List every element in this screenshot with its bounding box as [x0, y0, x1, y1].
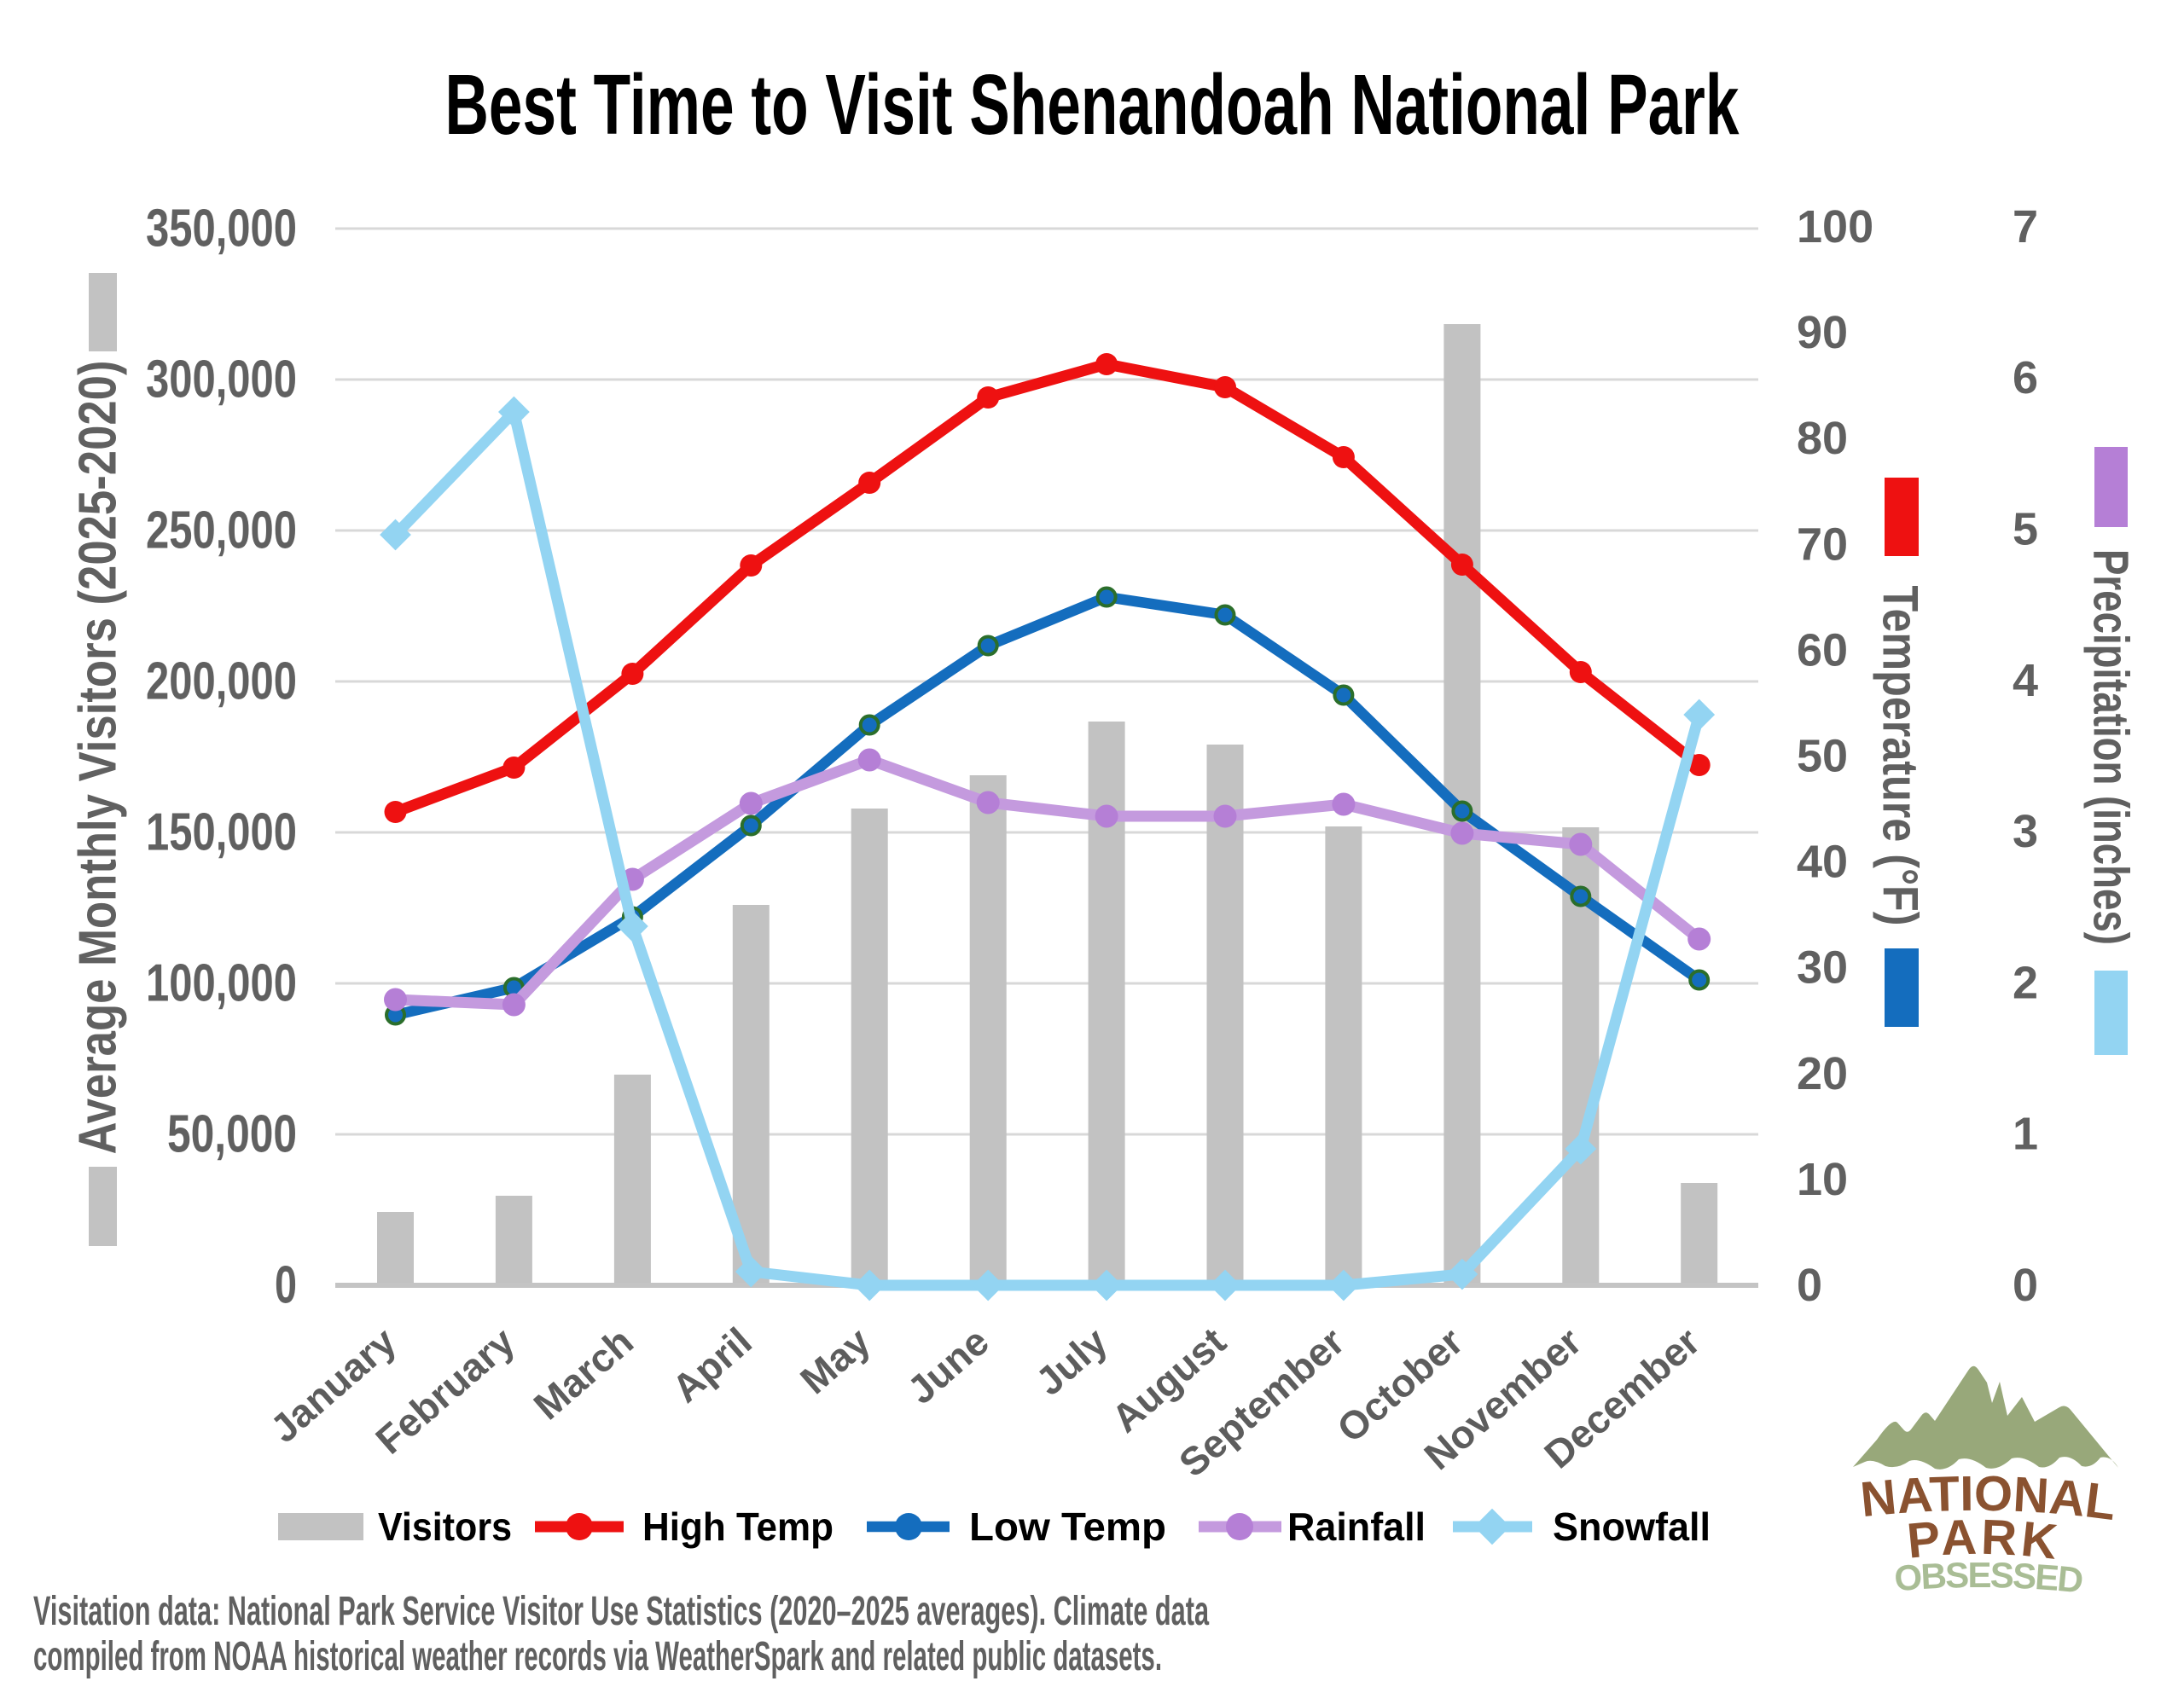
svg-text:OBSESSED: OBSESSED — [1893, 1555, 2084, 1601]
svg-text:5: 5 — [2013, 504, 2038, 555]
svg-text:300,000: 300,000 — [146, 351, 297, 409]
svg-text:PARK: PARK — [1905, 1510, 2064, 1571]
svg-text:1: 1 — [2013, 1109, 2038, 1160]
svg-text:80: 80 — [1797, 413, 1848, 464]
svg-text:100: 100 — [1797, 201, 1873, 252]
svg-text:3: 3 — [2013, 806, 2038, 857]
svg-text:250,000: 250,000 — [146, 501, 297, 560]
svg-text:20: 20 — [1797, 1048, 1848, 1099]
svg-text:High Temp: High Temp — [642, 1504, 834, 1549]
svg-text:50,000: 50,000 — [167, 1105, 297, 1164]
svg-text:70: 70 — [1797, 519, 1848, 570]
svg-text:2: 2 — [2013, 957, 2038, 1008]
svg-text:0: 0 — [275, 1256, 297, 1315]
svg-text:Snowfall: Snowfall — [1553, 1504, 1711, 1549]
svg-text:10: 10 — [1797, 1154, 1848, 1205]
svg-text:150,000: 150,000 — [146, 803, 297, 862]
svg-text:7: 7 — [2013, 201, 2038, 252]
svg-text:Visitors: Visitors — [378, 1504, 512, 1549]
svg-text:NATIONAL: NATIONAL — [1858, 1466, 2119, 1531]
svg-text:Rainfall: Rainfall — [1287, 1504, 1426, 1549]
svg-text:40: 40 — [1797, 837, 1848, 888]
svg-text:Low Temp: Low Temp — [969, 1504, 1166, 1549]
svg-text:30: 30 — [1797, 942, 1848, 994]
svg-text:90: 90 — [1797, 307, 1848, 358]
svg-text:50: 50 — [1797, 731, 1848, 782]
svg-text:100,000: 100,000 — [146, 954, 297, 1013]
svg-text:Visitation data: National Park: Visitation data: National Park Service V… — [33, 1589, 1209, 1634]
svg-text:Average Monthly Visitors (2025: Average Monthly Visitors (2025-2020) — [69, 361, 128, 1155]
svg-text:Precipitation (inches): Precipitation (inches) — [2083, 549, 2139, 945]
svg-text:4: 4 — [2013, 655, 2038, 706]
svg-text:Best Time to Visit Shenandoah: Best Time to Visit Shenandoah National P… — [445, 57, 1740, 153]
svg-text:350,000: 350,000 — [146, 200, 297, 258]
svg-text:200,000: 200,000 — [146, 652, 297, 711]
svg-text:6: 6 — [2013, 352, 2038, 403]
svg-text:60: 60 — [1797, 624, 1848, 675]
svg-text:compiled from NOAA historical: compiled from NOAA historical weather re… — [33, 1634, 1162, 1679]
svg-text:0: 0 — [2013, 1260, 2038, 1311]
svg-text:0: 0 — [1797, 1260, 1822, 1311]
svg-text:Temperature (°F): Temperature (°F) — [1873, 586, 1928, 926]
